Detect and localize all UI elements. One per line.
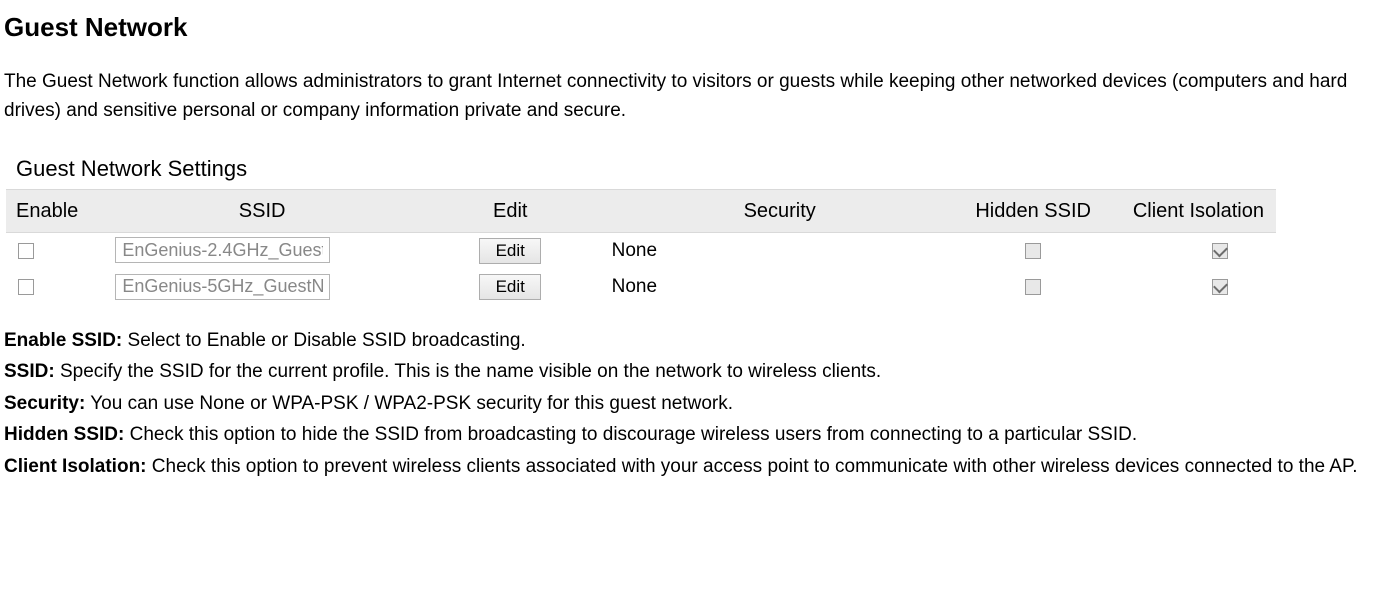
description-label: Client Isolation: [4, 456, 147, 477]
table-row: Edit None [6, 232, 1276, 269]
settings-table: Enable SSID Edit Security Hidden SSID Cl… [6, 189, 1276, 306]
description-label: Hidden SSID: [4, 424, 124, 445]
description-text: Check this option to prevent wireless cl… [147, 456, 1358, 477]
description-text: Check this option to hide the SSID from … [124, 424, 1137, 445]
description-label: Security: [4, 393, 85, 414]
hidden-ssid-checkbox[interactable] [1025, 243, 1041, 259]
table-header-row: Enable SSID Edit Security Hidden SSID Cl… [6, 189, 1276, 232]
enable-checkbox[interactable] [18, 279, 34, 295]
description-text: Specify the SSID for the current profile… [55, 361, 882, 382]
enable-checkbox[interactable] [18, 243, 34, 259]
col-ssid: SSID [107, 189, 416, 232]
description-item: Enable SSID: Select to Enable or Disable… [4, 326, 1393, 355]
guest-network-settings-panel: Guest Network Settings Enable SSID Edit … [6, 144, 1276, 306]
description-item: SSID: Specify the SSID for the current p… [4, 357, 1393, 386]
description-item: Hidden SSID: Check this option to hide t… [4, 420, 1393, 449]
page-title: Guest Network [4, 8, 1393, 47]
security-value: None [604, 269, 956, 306]
client-isolation-checkbox[interactable] [1212, 279, 1228, 295]
table-row: Edit None [6, 269, 1276, 306]
description-item: Security: You can use None or WPA-PSK / … [4, 389, 1393, 418]
ssid-input[interactable] [115, 237, 330, 263]
field-descriptions: Enable SSID: Select to Enable or Disable… [4, 326, 1393, 481]
client-isolation-checkbox[interactable] [1212, 243, 1228, 259]
page-intro: The Guest Network function allows admini… [4, 67, 1393, 126]
col-client-isolation: Client Isolation [1111, 189, 1276, 232]
description-text: You can use None or WPA-PSK / WPA2-PSK s… [85, 393, 733, 414]
security-value: None [604, 232, 956, 269]
hidden-ssid-checkbox[interactable] [1025, 279, 1041, 295]
panel-title: Guest Network Settings [6, 144, 1276, 189]
description-label: SSID: [4, 361, 55, 382]
ssid-input[interactable] [115, 274, 330, 300]
description-item: Client Isolation: Check this option to p… [4, 452, 1393, 481]
col-hidden-ssid: Hidden SSID [956, 189, 1111, 232]
col-security: Security [604, 189, 956, 232]
edit-button[interactable]: Edit [479, 238, 541, 264]
edit-button[interactable]: Edit [479, 274, 541, 300]
col-enable: Enable [6, 189, 107, 232]
description-text: Select to Enable or Disable SSID broadca… [122, 330, 525, 351]
col-edit: Edit [417, 189, 604, 232]
description-label: Enable SSID: [4, 330, 122, 351]
